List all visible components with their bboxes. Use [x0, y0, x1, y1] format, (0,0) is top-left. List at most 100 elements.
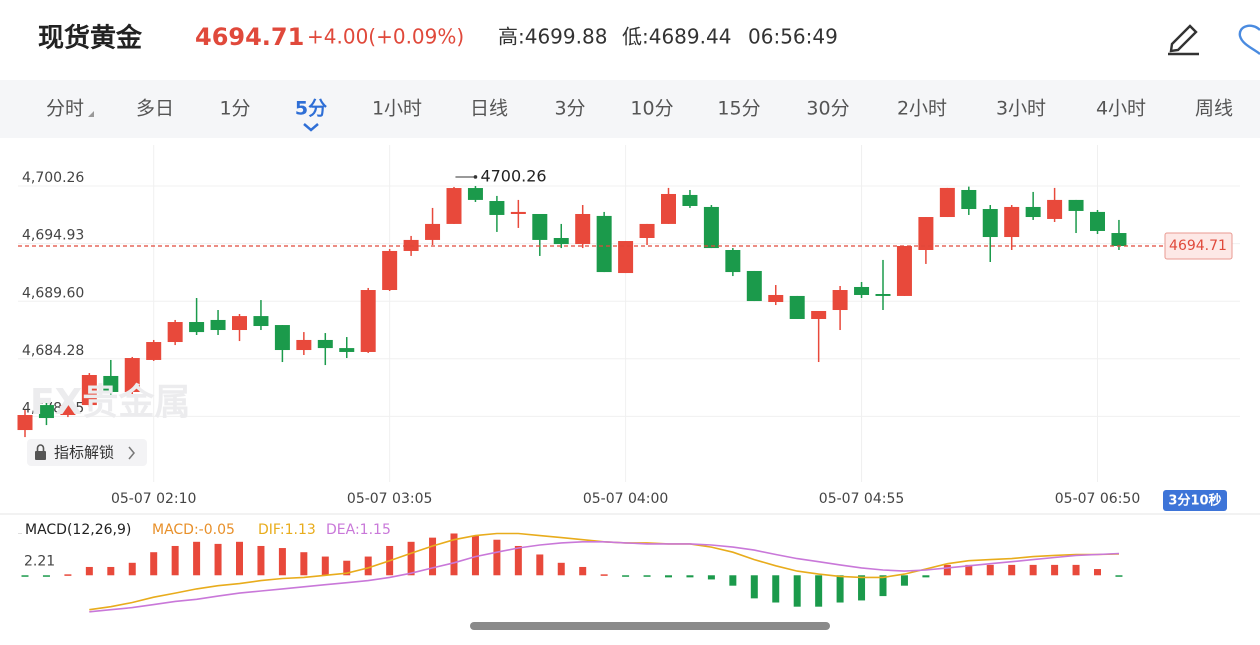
macd-bar	[536, 554, 544, 576]
macd-bar	[1029, 564, 1037, 576]
candle-body	[81, 375, 97, 406]
macd-bar	[965, 564, 973, 576]
unlock-button[interactable]: 指标解锁	[27, 439, 147, 466]
tab[interactable]: 4小时	[1096, 98, 1146, 120]
macd-bar	[665, 575, 672, 578]
candle-body	[768, 294, 784, 303]
candle-body	[596, 215, 612, 273]
candle-body	[746, 270, 762, 302]
macd-bar	[471, 535, 479, 576]
candle-body	[982, 209, 998, 238]
macd-bar	[579, 566, 587, 576]
candle-body	[296, 339, 312, 351]
macd-bar	[171, 545, 179, 576]
macd-bar	[793, 575, 801, 607]
macd-bar	[686, 575, 694, 578]
last-price-box	[1164, 232, 1233, 260]
macd-bar	[150, 552, 158, 576]
macd-bar	[815, 575, 823, 607]
tab[interactable]: 15分	[717, 98, 760, 120]
tab[interactable]: 分时	[46, 98, 84, 120]
max-annotation-label: 4700.26	[480, 166, 546, 185]
tab[interactable]: 3分	[554, 98, 585, 120]
macd-bar	[1008, 564, 1016, 576]
candle-body	[103, 375, 119, 392]
favorite-icon[interactable]	[1238, 24, 1260, 55]
legend-entry: MACD:-0.05	[152, 522, 235, 538]
macd-bar	[21, 575, 29, 577]
macd-bar	[643, 575, 651, 577]
tab-dropdown-mark	[88, 111, 94, 117]
watermark: FX贵金属	[30, 381, 190, 423]
tab[interactable]: 1小时	[372, 98, 422, 120]
candle-body	[382, 250, 398, 291]
countdown-badge	[1163, 490, 1227, 511]
candle-body	[189, 322, 205, 333]
macd-bar	[1051, 564, 1059, 576]
candle-body	[939, 187, 955, 218]
macd-bar	[1072, 564, 1080, 576]
candle-body	[639, 223, 655, 238]
macd-bar	[922, 575, 930, 578]
tab[interactable]: 3小时	[996, 98, 1046, 120]
y-tick-label: 4,694.93	[22, 228, 84, 244]
candle-body	[339, 348, 355, 352]
tab[interactable]: 多日	[136, 98, 174, 120]
candle-body	[789, 295, 805, 319]
macd-bar	[407, 541, 415, 576]
tab[interactable]: 5分	[295, 98, 327, 120]
macd-bar	[729, 575, 737, 586]
last-price-label: 4694.71	[1169, 238, 1227, 254]
macd-bar	[193, 541, 201, 576]
macd-bar	[1115, 575, 1123, 577]
last-price: 4694.71	[195, 23, 304, 51]
max-annotation-dot	[473, 175, 478, 179]
y-tick-label: 4,684.28	[22, 343, 84, 359]
tab[interactable]: 2小时	[897, 98, 947, 120]
candle-body	[918, 217, 934, 250]
y-tick-label: 2.21	[24, 553, 55, 569]
day-low: 低:4689.44	[622, 25, 731, 49]
candle-body	[725, 249, 741, 273]
x-tick-label: 05-07 04:55	[819, 491, 904, 507]
quote-time: 06:56:49	[748, 25, 838, 49]
candle-body	[425, 223, 441, 240]
tab-list: 分时 多日 1分 5分 1小时 日线 3分 10分 15分 30分 2小时 3小时 4小时 周线	[46, 98, 1233, 132]
macd-bar	[707, 575, 715, 580]
tab-bar	[0, 80, 1260, 138]
tab-active-marker	[303, 123, 319, 132]
tab[interactable]: 周线	[1195, 98, 1233, 120]
tab[interactable]: 1分	[219, 98, 250, 120]
macd-bar	[85, 566, 93, 576]
candle-body	[446, 188, 462, 224]
day-high: 高:4699.88	[498, 25, 607, 49]
macd-bar	[128, 562, 136, 576]
candle-body	[317, 339, 333, 349]
lock-shackle	[36, 444, 45, 451]
candle-body	[232, 316, 247, 331]
candle-body	[210, 319, 226, 331]
home-indicator	[470, 622, 830, 630]
y-tick-label: 4,689.60	[22, 285, 84, 301]
unlock-label: 指标解锁	[54, 444, 114, 462]
macd-bar	[64, 574, 72, 576]
macd-bar	[772, 575, 780, 603]
candle-body	[146, 342, 162, 360]
candle-body	[1090, 211, 1105, 231]
edit-pencil	[1169, 24, 1198, 53]
macd-title: MACD(12,26,9)	[25, 522, 131, 538]
edit-icon[interactable]	[1168, 24, 1199, 56]
y-tick-label: 4,700.26	[22, 170, 84, 186]
tab[interactable]: 30分	[806, 98, 849, 120]
macd-bar	[836, 575, 844, 603]
tab[interactable]: 日线	[470, 98, 508, 120]
candle-body	[532, 213, 548, 240]
candle-body	[703, 206, 719, 249]
macd-chart: MACD(12,26,9) MACD:-0.05 DIF:1.13 DEA:1.15 2…	[18, 522, 1123, 613]
macd-bar	[300, 552, 308, 576]
candle-body	[1068, 199, 1084, 211]
macd-bar	[1094, 569, 1101, 576]
tab[interactable]: 10分	[630, 98, 673, 120]
